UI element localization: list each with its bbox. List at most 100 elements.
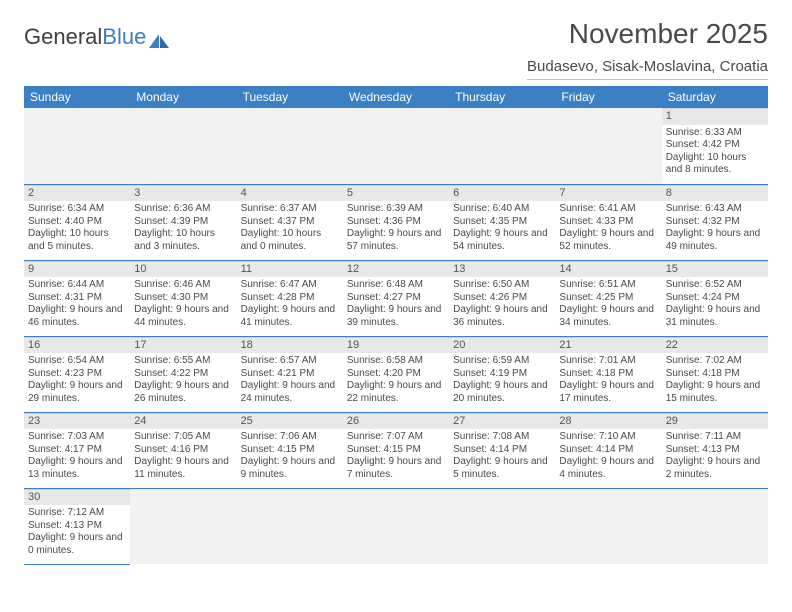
calendar-row: 9Sunrise: 6:44 AMSunset: 4:31 PMDaylight…	[24, 260, 768, 336]
sunset-line: Sunset: 4:20 PM	[347, 368, 445, 381]
day-content: Sunrise: 7:06 AMSunset: 4:15 PMDaylight:…	[237, 429, 343, 485]
day-number: 13	[449, 261, 555, 278]
day-content: Sunrise: 6:39 AMSunset: 4:36 PMDaylight:…	[343, 201, 449, 257]
day-number: 25	[237, 413, 343, 430]
sunset-line: Sunset: 4:13 PM	[28, 520, 126, 533]
sunset-line: Sunset: 4:27 PM	[347, 292, 445, 305]
day-cell: 9Sunrise: 6:44 AMSunset: 4:31 PMDaylight…	[24, 260, 130, 336]
sunset-line: Sunset: 4:15 PM	[347, 444, 445, 457]
day-content: Sunrise: 6:46 AMSunset: 4:30 PMDaylight:…	[130, 277, 236, 333]
day-number: 14	[555, 261, 661, 278]
sunrise-line: Sunrise: 6:37 AM	[241, 203, 339, 216]
daylight-line: Daylight: 9 hours and 34 minutes.	[559, 304, 657, 329]
day-number: 27	[449, 413, 555, 430]
day-content: Sunrise: 7:08 AMSunset: 4:14 PMDaylight:…	[449, 429, 555, 485]
day-content: Sunrise: 6:37 AMSunset: 4:37 PMDaylight:…	[237, 201, 343, 257]
sunrise-line: Sunrise: 6:47 AM	[241, 279, 339, 292]
daylight-line: Daylight: 9 hours and 29 minutes.	[28, 380, 126, 405]
day-cell: 23Sunrise: 7:03 AMSunset: 4:17 PMDayligh…	[24, 412, 130, 488]
day-number: 10	[130, 261, 236, 278]
day-cell: 4Sunrise: 6:37 AMSunset: 4:37 PMDaylight…	[237, 184, 343, 260]
sunset-line: Sunset: 4:15 PM	[241, 444, 339, 457]
day-number: 22	[662, 337, 768, 354]
day-number: 7	[555, 185, 661, 202]
day-content: Sunrise: 6:55 AMSunset: 4:22 PMDaylight:…	[130, 353, 236, 409]
day-cell: 28Sunrise: 7:10 AMSunset: 4:14 PMDayligh…	[555, 412, 661, 488]
sunrise-line: Sunrise: 6:59 AM	[453, 355, 551, 368]
day-number: 21	[555, 337, 661, 354]
day-cell: 20Sunrise: 6:59 AMSunset: 4:19 PMDayligh…	[449, 336, 555, 412]
sunrise-line: Sunrise: 7:01 AM	[559, 355, 657, 368]
sunset-line: Sunset: 4:24 PM	[666, 292, 764, 305]
sunrise-line: Sunrise: 6:55 AM	[134, 355, 232, 368]
sunset-line: Sunset: 4:40 PM	[28, 216, 126, 229]
sunrise-line: Sunrise: 6:44 AM	[28, 279, 126, 292]
daylight-line: Daylight: 9 hours and 49 minutes.	[666, 228, 764, 253]
day-cell: 22Sunrise: 7:02 AMSunset: 4:18 PMDayligh…	[662, 336, 768, 412]
day-number: 18	[237, 337, 343, 354]
sunrise-line: Sunrise: 6:34 AM	[28, 203, 126, 216]
header: GeneralBlue November 2025 Budasevo, Sisa…	[24, 18, 768, 80]
day-cell: 5Sunrise: 6:39 AMSunset: 4:36 PMDaylight…	[343, 184, 449, 260]
weekday-header: Wednesday	[343, 86, 449, 108]
sunset-line: Sunset: 4:23 PM	[28, 368, 126, 381]
daylight-line: Daylight: 10 hours and 5 minutes.	[28, 228, 126, 253]
sunrise-line: Sunrise: 7:11 AM	[666, 431, 764, 444]
day-content: Sunrise: 6:43 AMSunset: 4:32 PMDaylight:…	[662, 201, 768, 257]
day-content: Sunrise: 6:34 AMSunset: 4:40 PMDaylight:…	[24, 201, 130, 257]
empty-cell	[24, 108, 130, 184]
sunrise-line: Sunrise: 6:46 AM	[134, 279, 232, 292]
page: GeneralBlue November 2025 Budasevo, Sisa…	[0, 0, 792, 583]
sunrise-line: Sunrise: 7:02 AM	[666, 355, 764, 368]
month-title: November 2025	[527, 18, 768, 50]
day-cell: 18Sunrise: 6:57 AMSunset: 4:21 PMDayligh…	[237, 336, 343, 412]
day-number: 4	[237, 185, 343, 202]
brand-part1: General	[24, 24, 102, 50]
sunrise-line: Sunrise: 6:51 AM	[559, 279, 657, 292]
sunset-line: Sunset: 4:21 PM	[241, 368, 339, 381]
sunset-line: Sunset: 4:26 PM	[453, 292, 551, 305]
sunset-line: Sunset: 4:35 PM	[453, 216, 551, 229]
calendar-row: 1Sunrise: 6:33 AMSunset: 4:42 PMDaylight…	[24, 108, 768, 184]
sunrise-line: Sunrise: 6:40 AM	[453, 203, 551, 216]
sunrise-line: Sunrise: 7:08 AM	[453, 431, 551, 444]
sunset-line: Sunset: 4:33 PM	[559, 216, 657, 229]
day-number: 26	[343, 413, 449, 430]
daylight-line: Daylight: 9 hours and 54 minutes.	[453, 228, 551, 253]
day-cell: 17Sunrise: 6:55 AMSunset: 4:22 PMDayligh…	[130, 336, 236, 412]
sunrise-line: Sunrise: 7:10 AM	[559, 431, 657, 444]
daylight-line: Daylight: 9 hours and 22 minutes.	[347, 380, 445, 405]
calendar-row: 2Sunrise: 6:34 AMSunset: 4:40 PMDaylight…	[24, 184, 768, 260]
day-content: Sunrise: 7:07 AMSunset: 4:15 PMDaylight:…	[343, 429, 449, 485]
empty-cell	[237, 108, 343, 184]
daylight-line: Daylight: 9 hours and 31 minutes.	[666, 304, 764, 329]
day-content: Sunrise: 7:01 AMSunset: 4:18 PMDaylight:…	[555, 353, 661, 409]
sunset-line: Sunset: 4:19 PM	[453, 368, 551, 381]
sunset-line: Sunset: 4:14 PM	[559, 444, 657, 457]
sunset-line: Sunset: 4:22 PM	[134, 368, 232, 381]
sunrise-line: Sunrise: 7:05 AM	[134, 431, 232, 444]
empty-cell	[130, 488, 236, 564]
weekday-header: Saturday	[662, 86, 768, 108]
sunrise-line: Sunrise: 6:54 AM	[28, 355, 126, 368]
day-cell: 3Sunrise: 6:36 AMSunset: 4:39 PMDaylight…	[130, 184, 236, 260]
weekday-header: Tuesday	[237, 86, 343, 108]
daylight-line: Daylight: 9 hours and 44 minutes.	[134, 304, 232, 329]
day-number: 19	[343, 337, 449, 354]
title-block: November 2025 Budasevo, Sisak-Moslavina,…	[527, 18, 768, 80]
day-number: 8	[662, 185, 768, 202]
weekday-header: Monday	[130, 86, 236, 108]
daylight-line: Daylight: 9 hours and 5 minutes.	[453, 456, 551, 481]
sunset-line: Sunset: 4:42 PM	[666, 139, 764, 152]
day-content: Sunrise: 6:36 AMSunset: 4:39 PMDaylight:…	[130, 201, 236, 257]
empty-cell	[449, 488, 555, 564]
daylight-line: Daylight: 9 hours and 15 minutes.	[666, 380, 764, 405]
day-cell: 1Sunrise: 6:33 AMSunset: 4:42 PMDaylight…	[662, 108, 768, 184]
sunrise-line: Sunrise: 6:50 AM	[453, 279, 551, 292]
day-cell: 16Sunrise: 6:54 AMSunset: 4:23 PMDayligh…	[24, 336, 130, 412]
day-cell: 12Sunrise: 6:48 AMSunset: 4:27 PMDayligh…	[343, 260, 449, 336]
calendar-body: 1Sunrise: 6:33 AMSunset: 4:42 PMDaylight…	[24, 108, 768, 564]
sunset-line: Sunset: 4:32 PM	[666, 216, 764, 229]
sunset-line: Sunset: 4:14 PM	[453, 444, 551, 457]
day-cell: 30Sunrise: 7:12 AMSunset: 4:13 PMDayligh…	[24, 488, 130, 564]
